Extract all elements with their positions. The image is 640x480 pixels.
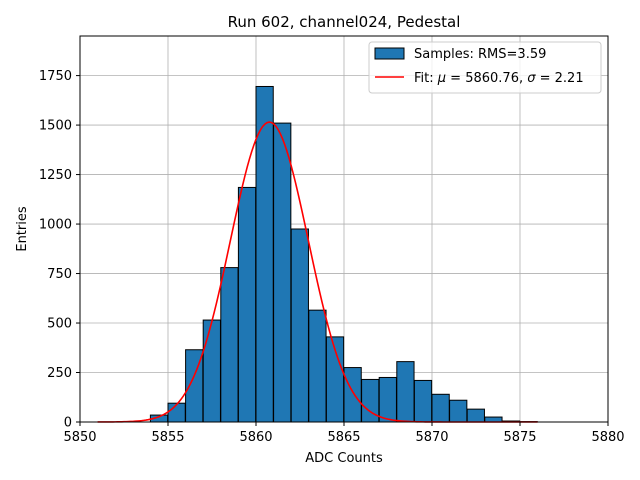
histogram-bar xyxy=(449,399,468,423)
histogram-bar xyxy=(343,367,362,423)
y-axis-ticks: 0 250 500 750 1000 1250 1500 1750 xyxy=(39,69,80,431)
y-tick-label: 750 xyxy=(47,267,72,282)
y-tick-label: 250 xyxy=(47,366,72,381)
y-tick-label: 0 xyxy=(64,416,72,431)
histogram-bar xyxy=(396,361,415,423)
histogram-bar xyxy=(466,408,485,423)
y-tick-label: 1750 xyxy=(39,69,72,84)
sigma-symbol: σ xyxy=(527,71,536,86)
histogram-bars xyxy=(149,85,538,423)
x-tick-label: 5870 xyxy=(415,430,448,445)
y-tick-label: 500 xyxy=(47,317,72,332)
chart-title: Run 602, channel024, Pedestal xyxy=(228,13,461,31)
x-axis-label: ADC Counts xyxy=(305,451,383,466)
y-tick-label: 1500 xyxy=(39,119,72,134)
histogram-bar xyxy=(255,85,274,423)
x-tick-label: 5875 xyxy=(503,430,536,445)
histogram-bar xyxy=(167,402,186,423)
x-tick-label: 5880 xyxy=(591,430,624,445)
y-tick-label: 1000 xyxy=(39,218,72,233)
histogram-bar xyxy=(273,122,292,423)
legend-box xyxy=(368,41,602,94)
histogram-bar xyxy=(202,319,221,423)
legend: Samples: RMS=3.59 Fit: μ = 5860.76, σ = … xyxy=(368,41,602,94)
legend-fit-prefix: Fit: xyxy=(414,71,438,86)
y-tick-label: 1250 xyxy=(39,168,72,183)
histogram-bar xyxy=(308,309,327,423)
legend-fit-sigma-value: = 2.21 xyxy=(535,71,583,86)
x-tick-label: 5860 xyxy=(239,430,272,445)
y-axis-label: Entries xyxy=(15,206,30,252)
histogram-bar xyxy=(237,186,257,423)
x-tick-label: 5865 xyxy=(327,430,360,445)
x-tick-label: 5850 xyxy=(63,430,96,445)
histogram-bar xyxy=(431,393,450,423)
histogram-bar xyxy=(290,228,309,423)
histogram-bar xyxy=(378,376,397,423)
legend-fit-mu-value: = 5860.76, xyxy=(446,71,527,86)
legend-label-fit: Fit: μ = 5860.76, σ = 2.21 xyxy=(414,71,584,86)
histogram-bar xyxy=(220,267,239,423)
histogram-bar xyxy=(413,379,433,423)
mu-symbol: μ xyxy=(437,71,446,86)
legend-swatch-samples xyxy=(374,47,405,60)
x-tick-label: 5855 xyxy=(151,430,184,445)
x-axis-ticks: 5850 5855 5860 5865 5870 5875 5880 xyxy=(63,422,625,445)
legend-label-samples: Samples: RMS=3.59 xyxy=(414,47,546,62)
